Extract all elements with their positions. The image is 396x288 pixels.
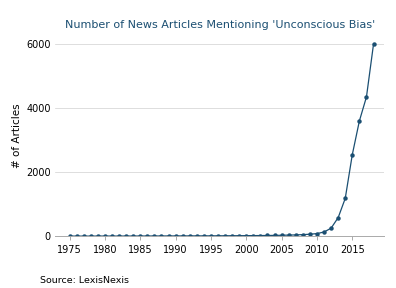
Title: Number of News Articles Mentioning 'Unconscious Bias': Number of News Articles Mentioning 'Unco… <box>65 20 375 30</box>
Y-axis label: # of Articles: # of Articles <box>12 103 22 168</box>
Text: Source: LexisNexis: Source: LexisNexis <box>40 276 129 285</box>
